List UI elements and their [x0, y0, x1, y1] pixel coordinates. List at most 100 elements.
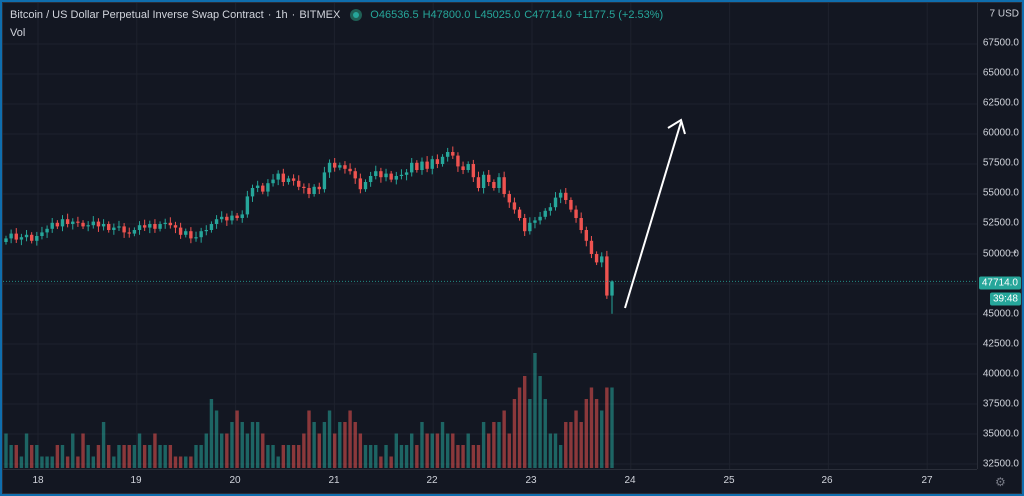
candle-body [476, 177, 481, 188]
volume-bar [158, 445, 162, 468]
candle-body [55, 222, 60, 227]
chart-pane[interactable] [3, 3, 977, 469]
volume-bar [404, 445, 409, 468]
candle-body [363, 182, 368, 190]
candle-body [101, 224, 106, 227]
volume-bar [558, 445, 563, 468]
candle-body [394, 176, 399, 180]
volume-bar [368, 445, 373, 468]
candle-body [605, 256, 609, 296]
candle-body [507, 194, 511, 203]
volume-bar [600, 410, 604, 468]
time-tick: 24 [624, 475, 636, 486]
volume-bar [71, 433, 75, 468]
volume-bar [574, 410, 578, 468]
price-tick: 45000.0 [982, 308, 1019, 320]
volume-bar [266, 445, 270, 468]
candle-body [589, 240, 594, 254]
candle-body [415, 162, 419, 170]
candle-body [389, 173, 393, 180]
volume-bar [548, 433, 553, 468]
candle-body [512, 202, 517, 210]
volume-bar [142, 445, 147, 468]
candle-body [487, 174, 491, 182]
trend-arrow-line[interactable] [624, 121, 682, 309]
candle-body [29, 234, 34, 241]
volume-bar [178, 456, 183, 468]
candle-body [281, 173, 286, 182]
trend-arrow-icon[interactable] [667, 118, 686, 135]
volume-bar [24, 433, 29, 468]
candle-body [230, 215, 234, 221]
candle-body [368, 176, 373, 182]
volume-bar [476, 445, 481, 468]
volume-bar [481, 422, 486, 468]
candle-body [445, 152, 450, 157]
price-tick: 37500.0 [982, 398, 1019, 410]
volume-bar [456, 445, 460, 468]
candle-body [214, 219, 219, 224]
candle-body [127, 232, 131, 234]
candle-body [65, 219, 70, 224]
price-scale[interactable]: 7 USD 67500.0 65000.0 62500.0 60000.0 57… [977, 3, 1021, 470]
candle-body [168, 222, 173, 226]
ohlc-open: O46536.5 [370, 9, 419, 21]
candle-body [522, 218, 527, 232]
volume-bar [399, 445, 404, 468]
price-scale-currency[interactable]: 7 USD [989, 8, 1019, 20]
volume-bar [281, 445, 286, 468]
ohlc-low: L45025.0 [474, 9, 521, 21]
volume-bar [127, 445, 131, 468]
candle-body [307, 188, 311, 194]
volume-bar [343, 422, 347, 468]
candle-body [240, 214, 244, 218]
volume-bar [96, 445, 101, 468]
volume-bar [492, 422, 496, 468]
time-tick: 20 [229, 475, 241, 486]
volume-legend[interactable]: Vol [10, 27, 26, 39]
candle-body [112, 227, 116, 230]
candle-body [76, 221, 80, 223]
price-tick: 55000.0 [982, 187, 1019, 199]
symbol-legend: Bitcoin / US Dollar Perpetual Inverse Sw… [10, 9, 664, 21]
candle-body [286, 178, 291, 182]
candle-body [492, 182, 496, 188]
candle-body [261, 185, 265, 192]
candle-body [250, 188, 255, 197]
volume-bar [4, 433, 8, 468]
volume-bar [225, 433, 229, 468]
candle-body [291, 178, 296, 181]
scroll-right-icon[interactable]: → [1007, 243, 1019, 257]
volume-bar [112, 456, 116, 468]
volume-bar [579, 422, 583, 468]
candlestick-chart[interactable] [3, 3, 977, 469]
countdown-tag: 39:48 [989, 292, 1021, 306]
time-tick: 19 [130, 475, 142, 486]
candle-body [276, 173, 280, 180]
time-tick: 18 [32, 475, 44, 486]
candle-body [71, 221, 75, 224]
candle-body [142, 225, 147, 228]
candle-body [40, 232, 44, 236]
volume-bar [543, 399, 547, 468]
volume-bar [425, 433, 429, 468]
settings-gear-icon[interactable]: ⚙ [995, 475, 1006, 489]
exchange-label: BITMEX [299, 9, 341, 21]
candle-body [235, 215, 239, 218]
candle-body [137, 225, 142, 230]
volume-bar [379, 456, 383, 468]
candle-body [579, 218, 583, 230]
candle-body [420, 161, 424, 170]
volume-bar [204, 433, 208, 468]
volume-bar [230, 422, 234, 468]
volume-bar [60, 445, 65, 468]
volume-bar [40, 456, 44, 468]
price-tick: 60000.0 [982, 127, 1019, 139]
interval-label[interactable]: 1h [275, 9, 288, 21]
symbol-title[interactable]: Bitcoin / US Dollar Perpetual Inverse Sw… [10, 9, 264, 21]
time-scale[interactable]: 18 19 20 21 22 23 24 25 26 27 [3, 469, 977, 493]
candle-body [60, 219, 65, 227]
volume-bar [137, 433, 142, 468]
volume-bar [148, 445, 152, 468]
volume-bar [307, 410, 311, 468]
